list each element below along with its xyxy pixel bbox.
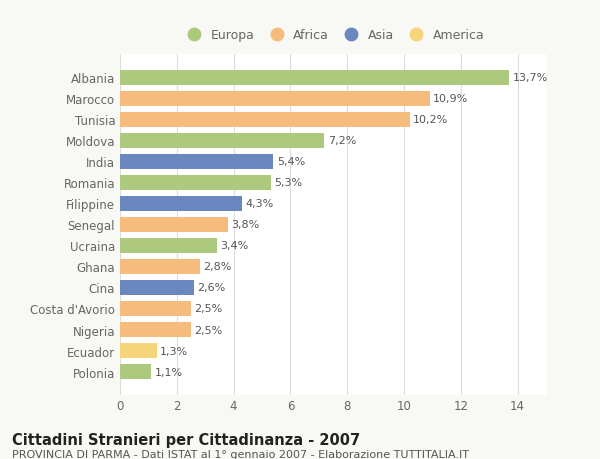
Text: 2,8%: 2,8% xyxy=(203,262,232,272)
Bar xyxy=(120,154,274,169)
Text: PROVINCIA DI PARMA - Dati ISTAT al 1° gennaio 2007 - Elaborazione TUTTITALIA.IT: PROVINCIA DI PARMA - Dati ISTAT al 1° ge… xyxy=(12,449,469,459)
Text: 5,3%: 5,3% xyxy=(274,178,302,188)
Bar xyxy=(120,364,151,379)
Text: 5,4%: 5,4% xyxy=(277,157,305,167)
Bar xyxy=(120,134,325,149)
Text: 3,8%: 3,8% xyxy=(232,220,260,230)
Text: 4,3%: 4,3% xyxy=(245,199,274,209)
Text: 2,5%: 2,5% xyxy=(194,325,223,335)
Bar xyxy=(120,301,191,316)
Text: 1,3%: 1,3% xyxy=(160,346,188,356)
Bar xyxy=(120,322,191,337)
Bar xyxy=(120,112,410,128)
Bar xyxy=(120,343,157,358)
Text: Cittadini Stranieri per Cittadinanza - 2007: Cittadini Stranieri per Cittadinanza - 2… xyxy=(12,432,360,448)
Text: 2,5%: 2,5% xyxy=(194,304,223,314)
Legend: Europa, Africa, Asia, America: Europa, Africa, Asia, America xyxy=(176,24,490,47)
Text: 3,4%: 3,4% xyxy=(220,241,248,251)
Bar xyxy=(120,91,430,106)
Bar xyxy=(120,259,200,274)
Bar xyxy=(120,238,217,253)
Bar xyxy=(120,218,228,232)
Bar xyxy=(120,280,194,296)
Text: 7,2%: 7,2% xyxy=(328,136,356,146)
Text: 10,2%: 10,2% xyxy=(413,115,448,125)
Text: 10,9%: 10,9% xyxy=(433,94,468,104)
Text: 13,7%: 13,7% xyxy=(512,73,548,83)
Text: 1,1%: 1,1% xyxy=(155,367,183,377)
Text: 2,6%: 2,6% xyxy=(197,283,226,293)
Bar xyxy=(120,196,242,212)
Bar xyxy=(120,175,271,190)
Bar xyxy=(120,71,509,86)
